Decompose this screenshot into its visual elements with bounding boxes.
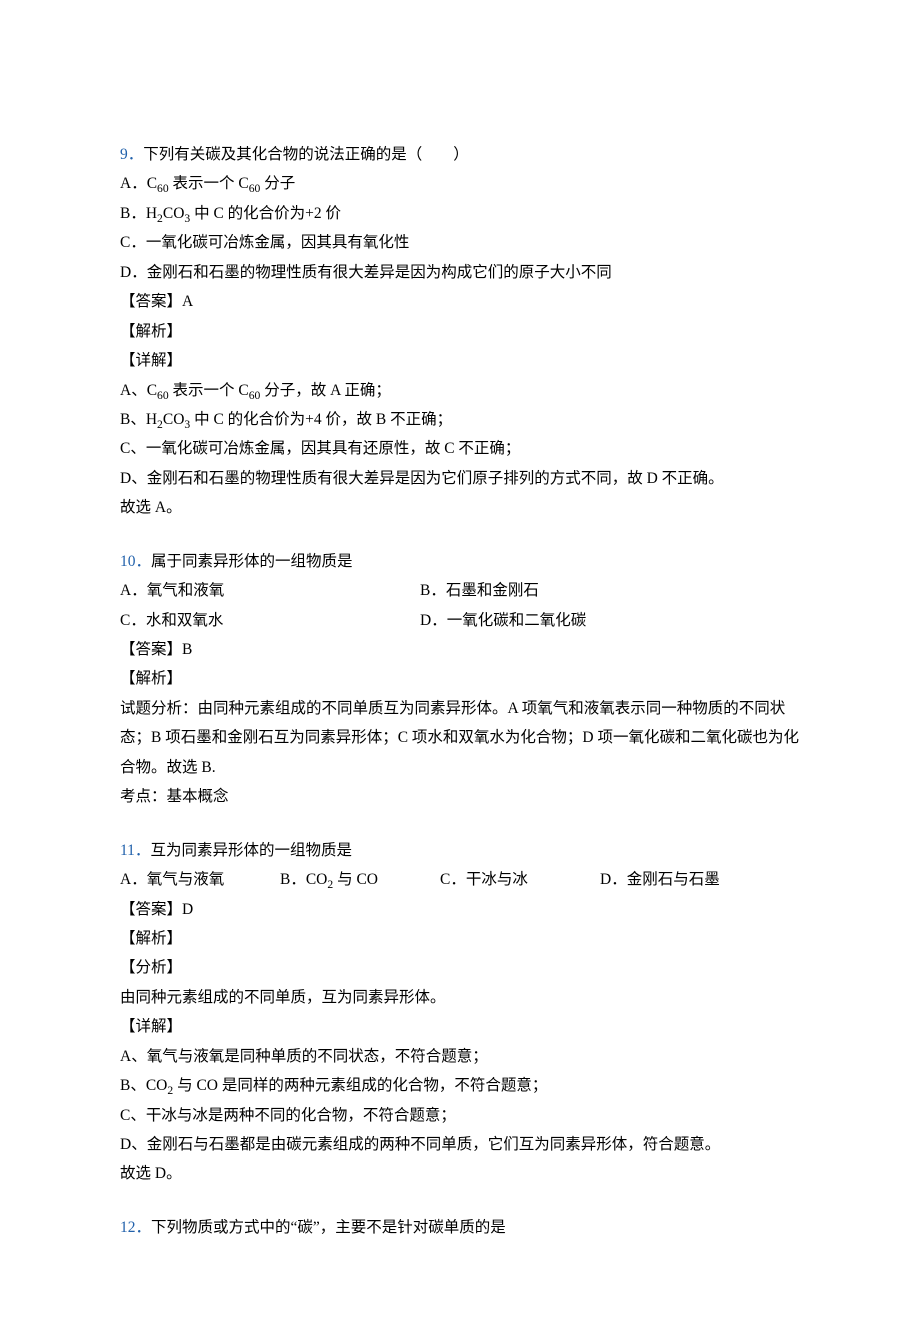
q10-options-row2: C．水和双氧水D．一氧化碳和二氧化碳 <box>120 606 800 635</box>
q10-option-c: C．水和双氧水 <box>120 606 420 635</box>
text: CO <box>163 205 185 222</box>
q10-number: 10． <box>120 553 151 570</box>
q11-fenxi-label: 【分析】 <box>120 953 800 982</box>
text: A．C <box>120 175 157 192</box>
q10-option-b: B．石墨和金刚石 <box>420 582 539 599</box>
text: CO <box>163 411 185 428</box>
q9-xiangjie-label: 【详解】 <box>120 346 800 375</box>
q10-stem-line: 10．属于同素异形体的一组物质是 <box>120 547 800 576</box>
q9-exp-c: C、一氧化碳可冶炼金属，因其具有还原性，故 C 不正确； <box>120 434 800 463</box>
question-10: 10．属于同素异形体的一组物质是 A．氧气和液氧B．石墨和金刚石 C．水和双氧水… <box>120 547 800 812</box>
q11-jiexi-label: 【解析】 <box>120 924 800 953</box>
q11-fenxi-body: 由同种元素组成的不同单质，互为同素异形体。 <box>120 983 800 1012</box>
text: 分子，故 A 正确； <box>260 382 390 399</box>
text: B、H <box>120 411 157 428</box>
q12-stem: 下列物质或方式中的“碳”，主要不是针对碳单质的是 <box>151 1219 506 1236</box>
q9-option-b: B．H2CO3 中 C 的化合价为+2 价 <box>120 199 800 228</box>
q9-answer: 【答案】A <box>120 287 800 316</box>
q11-options-row: A．氧气与液氧 B．CO2 与 CO C．干冰与冰 D．金刚石与石墨 <box>120 865 800 894</box>
q10-option-d: D．一氧化碳和二氧化碳 <box>420 612 586 629</box>
subscript: 60 <box>157 389 169 402</box>
text: 中 C 的化合价为+4 价，故 B 不正确； <box>190 411 452 428</box>
q11-exp-c: C、干冰与冰是两种不同的化合物，不符合题意； <box>120 1101 800 1130</box>
q9-exp-d: D、金刚石和石墨的物理性质有很大差异是因为它们原子排列的方式不同，故 D 不正确… <box>120 464 800 493</box>
q9-exp-a: A、C60 表示一个 C60 分子，故 A 正确； <box>120 376 800 405</box>
q11-exp-b: B、CO2 与 CO 是同样的两种元素组成的化合物，不符合题意； <box>120 1071 800 1100</box>
question-9: 9．下列有关碳及其化合物的说法正确的是（ ） A．C60 表示一个 C60 分子… <box>120 140 800 523</box>
q9-stem: 下列有关碳及其化合物的说法正确的是（ ） <box>143 146 469 163</box>
q10-options-row1: A．氧气和液氧B．石墨和金刚石 <box>120 576 800 605</box>
text: 表示一个 C <box>169 382 249 399</box>
q12-number: 12． <box>120 1219 151 1236</box>
subscript: 60 <box>249 389 261 402</box>
q10-answer: 【答案】B <box>120 635 800 664</box>
q9-jiexi-label: 【解析】 <box>120 317 800 346</box>
text: B、CO <box>120 1077 167 1094</box>
subscript: 60 <box>157 183 169 196</box>
text: 与 CO <box>333 871 378 888</box>
text: B．H <box>120 205 157 222</box>
q11-so: 故选 D。 <box>120 1159 800 1188</box>
q11-option-d: D．金刚石与石墨 <box>600 865 720 894</box>
q11-exp-a: A、氧气与液氧是同种单质的不同状态，不符合题意； <box>120 1042 800 1071</box>
q11-number: 11． <box>120 842 150 859</box>
q11-stem: 互为同素异形体的一组物质是 <box>150 842 352 859</box>
q11-option-a: A．氧气与液氧 <box>120 865 280 894</box>
text: 与 CO 是同样的两种元素组成的化合物，不符合题意； <box>173 1077 547 1094</box>
document-page: 9．下列有关碳及其化合物的说法正确的是（ ） A．C60 表示一个 C60 分子… <box>0 0 920 1326</box>
text: B．CO <box>280 871 327 888</box>
q10-explanation: 试题分析：由同种元素组成的不同单质互为同素异形体。A 项氧气和液氧表示同一种物质… <box>120 694 800 782</box>
q9-option-c: C．一氧化碳可冶炼金属，因其具有氧化性 <box>120 228 800 257</box>
q11-stem-line: 11．互为同素异形体的一组物质是 <box>120 836 800 865</box>
q9-number: 9． <box>120 146 143 163</box>
q9-exp-b: B、H2CO3 中 C 的化合价为+4 价，故 B 不正确； <box>120 405 800 434</box>
q10-jiexi-label: 【解析】 <box>120 664 800 693</box>
subscript: 60 <box>249 183 261 196</box>
q11-xiangjie-label: 【详解】 <box>120 1012 800 1041</box>
q9-so: 故选 A。 <box>120 493 800 522</box>
text: 表示一个 C <box>169 175 249 192</box>
question-12: 12．下列物质或方式中的“碳”，主要不是针对碳单质的是 <box>120 1213 800 1242</box>
q9-option-a: A．C60 表示一个 C60 分子 <box>120 169 800 198</box>
q11-answer: 【答案】D <box>120 895 800 924</box>
q10-kaodian: 考点：基本概念 <box>120 782 800 811</box>
q9-stem-line: 9．下列有关碳及其化合物的说法正确的是（ ） <box>120 140 800 169</box>
q12-stem-line: 12．下列物质或方式中的“碳”，主要不是针对碳单质的是 <box>120 1213 800 1242</box>
q9-option-d: D．金刚石和石墨的物理性质有很大差异是因为构成它们的原子大小不同 <box>120 258 800 287</box>
q11-exp-d: D、金刚石与石墨都是由碳元素组成的两种不同单质，它们互为同素异形体，符合题意。 <box>120 1130 800 1159</box>
text: 中 C 的化合价为+2 价 <box>190 205 341 222</box>
q11-option-c: C．干冰与冰 <box>440 865 600 894</box>
q10-stem: 属于同素异形体的一组物质是 <box>151 553 353 570</box>
q10-option-a: A．氧气和液氧 <box>120 576 420 605</box>
text: 分子 <box>260 175 295 192</box>
question-11: 11．互为同素异形体的一组物质是 A．氧气与液氧 B．CO2 与 CO C．干冰… <box>120 836 800 1189</box>
q11-option-b: B．CO2 与 CO <box>280 865 440 894</box>
text: A、C <box>120 382 157 399</box>
